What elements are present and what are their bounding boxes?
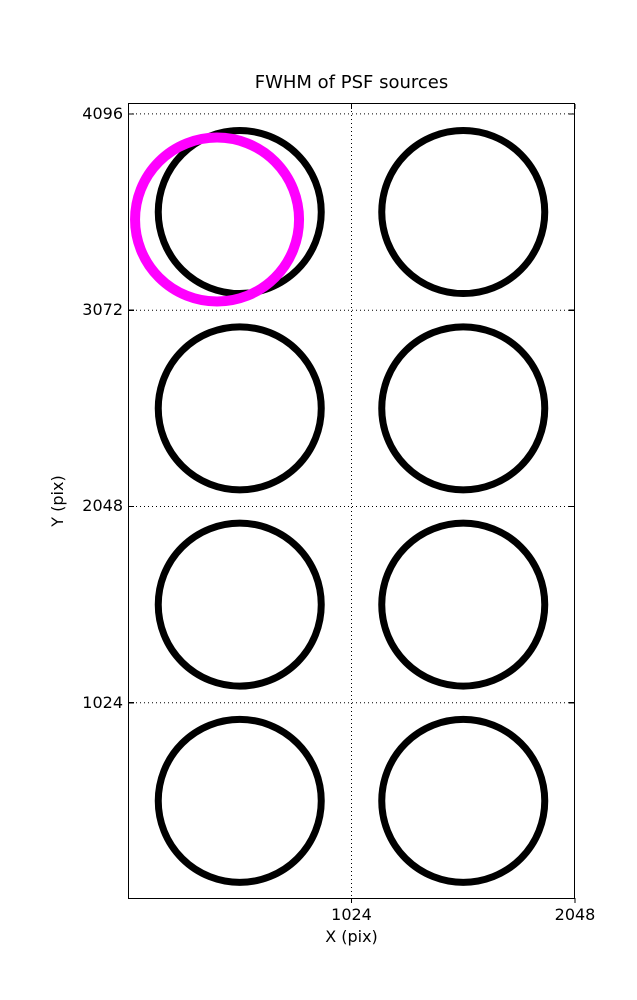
y-tick-label: 1024 (82, 692, 123, 712)
x-tick-label: 1024 (331, 905, 372, 924)
psf-source-marker (154, 715, 325, 886)
plot-title: FWHM of PSF sources (254, 72, 449, 93)
x-tick-label: 2048 (554, 905, 596, 924)
psf-source-marker (378, 323, 549, 494)
psf-source-marker (154, 323, 325, 494)
psf-source-marker (154, 519, 325, 690)
x-axis-label: X (pix) (325, 927, 378, 946)
highlighted-source-marker (130, 132, 305, 307)
y-tick-label: 4096 (82, 103, 123, 123)
psf-source-marker (378, 715, 549, 886)
y-tick-label: 2048 (82, 496, 123, 516)
psf-source-marker (378, 519, 549, 690)
psf-source-marker (378, 127, 549, 298)
y-tick-label: 3072 (82, 300, 123, 320)
